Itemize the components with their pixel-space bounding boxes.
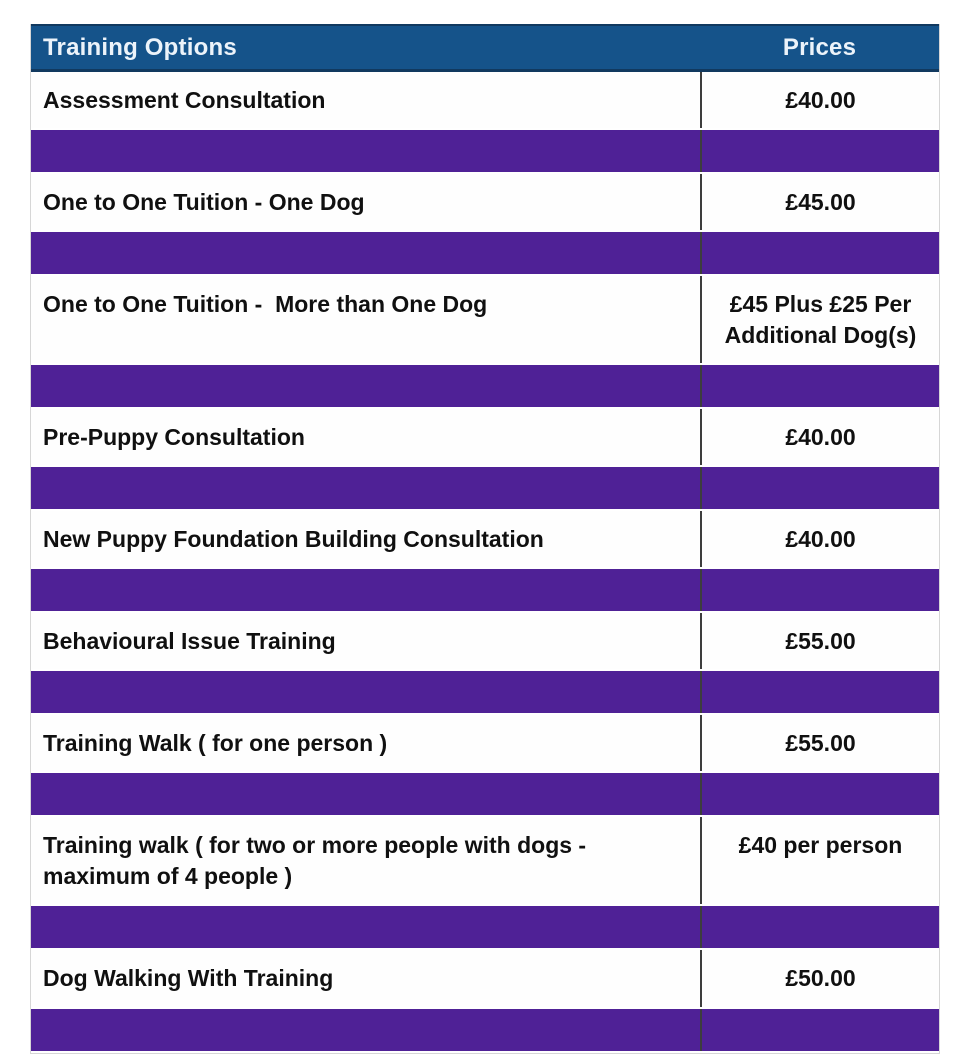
prices-header-label: Prices: [782, 33, 857, 61]
spacer-row: [31, 363, 939, 410]
table-row: Dog Walking With Training £50.00: [31, 950, 939, 1007]
row-price-cell: £55.00: [700, 715, 939, 772]
row-price-cell: £40.00: [700, 72, 939, 129]
header-cell-prices: Prices: [700, 26, 939, 69]
spacer-row: [31, 1006, 939, 1053]
table-row: New Puppy Foundation Building Consultati…: [31, 511, 939, 568]
row-name-cell: Dog Walking With Training: [43, 965, 334, 992]
row-name-cell: Behavioural Issue Training: [43, 628, 336, 655]
table-row: Training walk ( for two or more people w…: [31, 817, 939, 905]
table-row: Training Walk ( for one person ) £55.00: [31, 715, 939, 772]
table-row: Pre-Puppy Consultation £40.00: [31, 409, 939, 466]
training-options-header-label: Training Options: [43, 33, 237, 61]
table-row: One to One Tuition - More than One Dog £…: [31, 276, 939, 364]
row-name-cell: One to One Tuition - More than One Dog: [43, 291, 488, 318]
pricing-table: Training Options Prices Assessment Consu…: [30, 24, 940, 1054]
row-price-cell: £40.00: [700, 409, 939, 466]
row-name-cell: Assessment Consultation: [43, 87, 326, 113]
table-row: Behavioural Issue Training £55.00: [31, 613, 939, 670]
row-price-cell: £50.00: [700, 950, 939, 1007]
spacer-row: [31, 465, 939, 512]
row-name-cell: Pre-Puppy Consultation: [43, 424, 305, 451]
row-price-cell: £40 per person: [700, 817, 939, 905]
row-price-cell: £55.00: [700, 613, 939, 670]
row-price-cell: £45.00: [700, 174, 939, 231]
row-name-cell: Training Walk ( for one person ): [43, 730, 388, 757]
table-header-row: Training Options Prices: [31, 24, 939, 72]
spacer-row: [31, 771, 939, 818]
row-name-cell: New Puppy Foundation Building Consultati…: [43, 526, 544, 553]
spacer-row: [31, 567, 939, 614]
row-name-cell: One to One Tuition - One Dog: [43, 189, 365, 216]
spacer-row: [31, 904, 939, 951]
table-row: Assessment Consultation £40.00: [31, 72, 939, 129]
row-price-cell: £45 Plus £25 Per Additional Dog(s): [700, 276, 939, 364]
spacer-row: [31, 230, 939, 277]
table-row: One to One Tuition - One Dog £45.00: [31, 174, 939, 231]
spacer-row: [31, 669, 939, 716]
header-cell-training-options: Training Options: [31, 26, 700, 69]
row-price-cell: £40.00: [700, 511, 939, 568]
spacer-row: [31, 128, 939, 175]
row-name-cell: Training walk ( for two or more people w…: [43, 832, 593, 890]
